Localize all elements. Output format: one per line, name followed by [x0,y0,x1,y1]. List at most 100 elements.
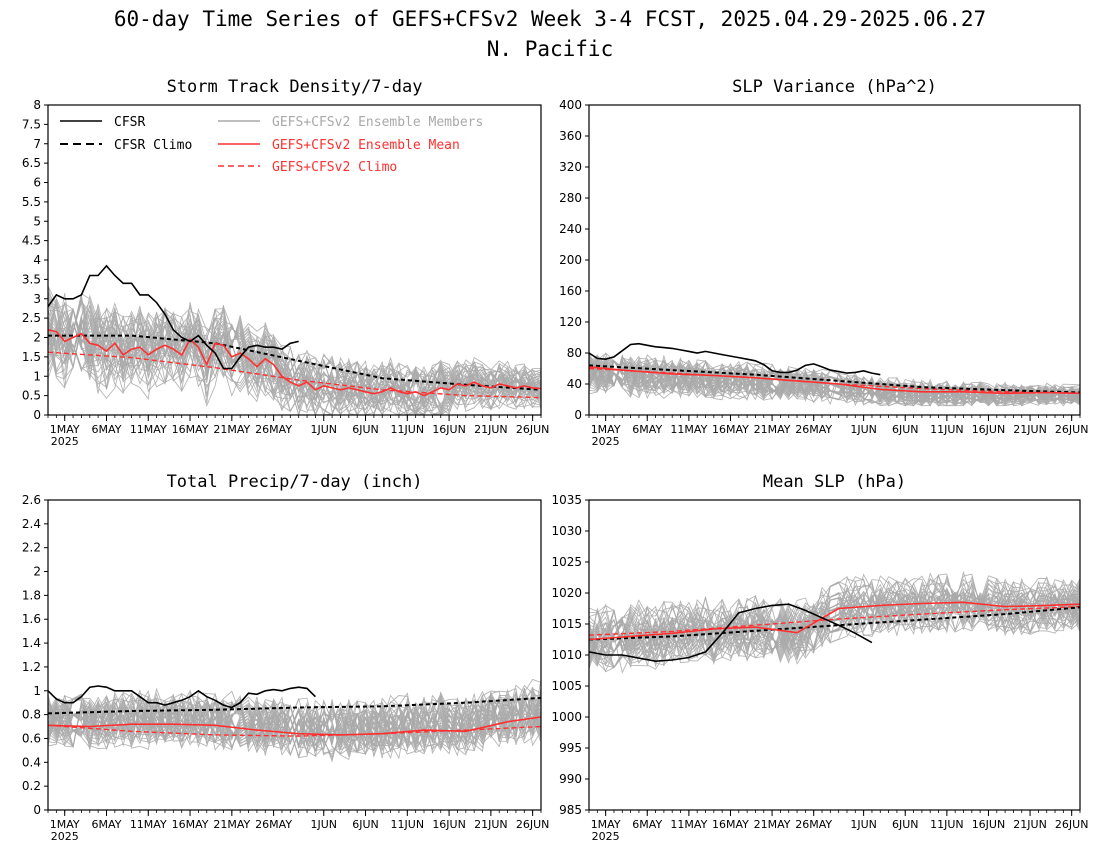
y-tick-label: 0.8 [22,708,41,722]
x-tick-label: 11JUN [930,423,964,436]
x-tick-label: 1MAY [50,423,80,436]
panel-title: Mean SLP (hPa) [763,472,906,492]
x-tick-label: 16JUN [432,423,466,436]
x-tick-label: 16MAY [172,423,209,436]
x-tick-label: 11MAY [670,423,707,436]
x-tick-label: 26JUN [1055,818,1089,831]
x-tick-label: 1JUN [310,818,337,831]
panels: Storm Track Density/7-day 0 0.5 1 1.5 2 2.5 3 3.… [22,77,1089,843]
figure-title: 60-day Time Series of GEFS+CFSv2 Week 3-… [114,7,986,31]
y-tick-label: 2.6 [22,493,41,507]
x-tick-label: 16JUN [972,423,1006,436]
x-tick-label: 11JUN [930,818,964,831]
y-tick-label: 280 [559,191,582,205]
y-tick-label: 3 [33,292,41,306]
x-tick-label: 6JUN [892,423,919,436]
y-tick-label: 0 [33,408,41,422]
x-tick-label: 11MAY [130,818,167,831]
panel-4: Mean SLP (hPa) 985 990 995 1000 1005 1010 1015 1… [551,472,1088,843]
panel-title: SLP Variance (hPa^2) [732,77,937,97]
y-tick-label: 1.2 [22,660,41,674]
y-tick-label: 1025 [551,555,582,569]
x-tick-label: 11JUN [391,818,425,831]
x-tick-label: 26JUN [516,423,550,436]
y-tick-label: 0 [33,803,41,817]
legend-label-cfsr-climo: CFSR Climo [114,138,192,153]
member-line [48,678,541,741]
y-tick-label: 0.6 [22,731,41,745]
x-tick-label: 26JUN [516,818,550,831]
legend: CFSR CFSR Climo GEFS+CFSv2 Ensemble Member… [60,115,483,175]
x-tick-label: 11MAY [130,423,167,436]
series-ens-climo [47,724,542,737]
series-ens-mean [47,716,542,736]
y-tick-label: 120 [559,315,582,329]
member-line [48,285,541,399]
x-tick-label: 21MAY [213,423,250,436]
x-tick-label: 26JUN [1055,423,1089,436]
y-tick-label: 985 [559,803,582,817]
series-ens-mean [588,601,1081,641]
x-tick-label: 21JUN [1013,818,1047,831]
x-year-label: 2025 [592,830,620,843]
x-tick-label: 16MAY [712,423,749,436]
member-line [48,679,541,745]
x-tick-label: 26MAY [255,423,292,436]
x-tick-label: 26MAY [795,818,832,831]
y-tick-label: 2 [33,331,41,345]
y-tick-label: 6 [33,176,41,190]
series-ens-mean [47,329,542,397]
ensemble-members [48,285,541,415]
x-tick-label: 21JUN [474,423,508,436]
y-tick-label: 1005 [551,679,582,693]
y-tick-label: 160 [559,284,582,298]
panel-title: Total Precip/7-day (inch) [167,472,423,492]
ensemble-members [589,570,1080,674]
y-tick-label: 0.5 [22,389,41,403]
member-line [589,588,1080,659]
series-ens-climo [47,351,542,399]
y-tick-label: 995 [559,741,582,755]
legend-label-cfsr: CFSR [114,115,145,130]
y-tick-label: 40 [567,377,582,391]
y-tick-label: 1 [33,684,41,698]
x-tick-label: 16JUN [432,818,466,831]
y-tick-label: 240 [559,222,582,236]
y-tick-label: 8 [33,98,41,112]
series-cfsr-climo [588,606,1081,641]
panel-3: Total Precip/7-day (inch)00.20.40.60.811… [22,472,550,843]
y-tick-label: 2.2 [22,541,41,555]
series-cfsr [47,685,316,709]
panel-2: SLP Variance (hPa^2) 0 40 80 120 160 200 240 280… [559,77,1088,448]
y-tick-label: 80 [567,346,582,360]
x-year-label: 2025 [51,830,79,843]
member-line [48,321,541,415]
x-tick-label: 1MAY [50,818,80,831]
series-ens-climo [588,605,1081,636]
y-tick-label: 200 [559,253,582,267]
x-tick-label: 26MAY [255,818,292,831]
y-tick-label: 990 [559,772,582,786]
x-tick-label: 6MAY [92,818,122,831]
x-year-label: 2025 [592,435,620,448]
member-line [589,357,1080,401]
y-tick-label: 400 [559,98,582,112]
x-tick-label: 1JUN [310,423,337,436]
member-line [589,355,1080,403]
x-tick-label: 21MAY [754,818,791,831]
y-tick-label: 1.6 [22,612,41,626]
x-tick-label: 1JUN [850,818,877,831]
x-tick-label: 1MAY [591,423,621,436]
y-tick-label: 7.5 [22,117,41,131]
x-tick-label: 6MAY [632,423,662,436]
x-tick-label: 21MAY [213,818,250,831]
y-tick-label: 0 [574,408,582,422]
y-tick-label: 2 [33,565,41,579]
y-tick-label: 6.5 [22,156,41,170]
member-line [589,352,1080,404]
x-tick-label: 26MAY [795,423,832,436]
x-year-label: 2025 [51,435,79,448]
x-tick-label: 11JUN [391,423,425,436]
x-tick-label: 6JUN [892,818,919,831]
